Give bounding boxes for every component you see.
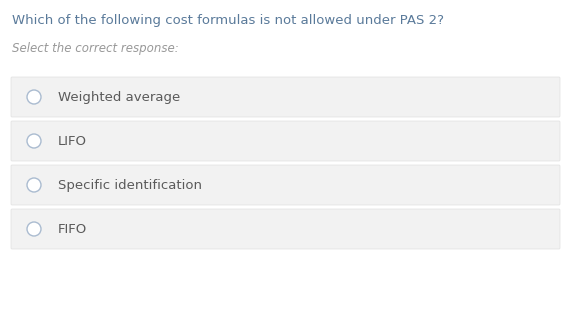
FancyBboxPatch shape (11, 165, 560, 205)
Circle shape (27, 222, 41, 236)
Circle shape (27, 178, 41, 192)
FancyBboxPatch shape (11, 77, 560, 117)
Circle shape (27, 134, 41, 148)
Text: Specific identification: Specific identification (58, 178, 202, 192)
Text: FIFO: FIFO (58, 223, 87, 235)
Text: Which of the following cost formulas is not allowed under PAS 2?: Which of the following cost formulas is … (12, 14, 444, 27)
FancyBboxPatch shape (11, 121, 560, 161)
FancyBboxPatch shape (11, 209, 560, 249)
Text: Weighted average: Weighted average (58, 90, 180, 103)
Text: LIFO: LIFO (58, 135, 87, 147)
Text: Select the correct response:: Select the correct response: (12, 42, 179, 55)
Circle shape (27, 90, 41, 104)
